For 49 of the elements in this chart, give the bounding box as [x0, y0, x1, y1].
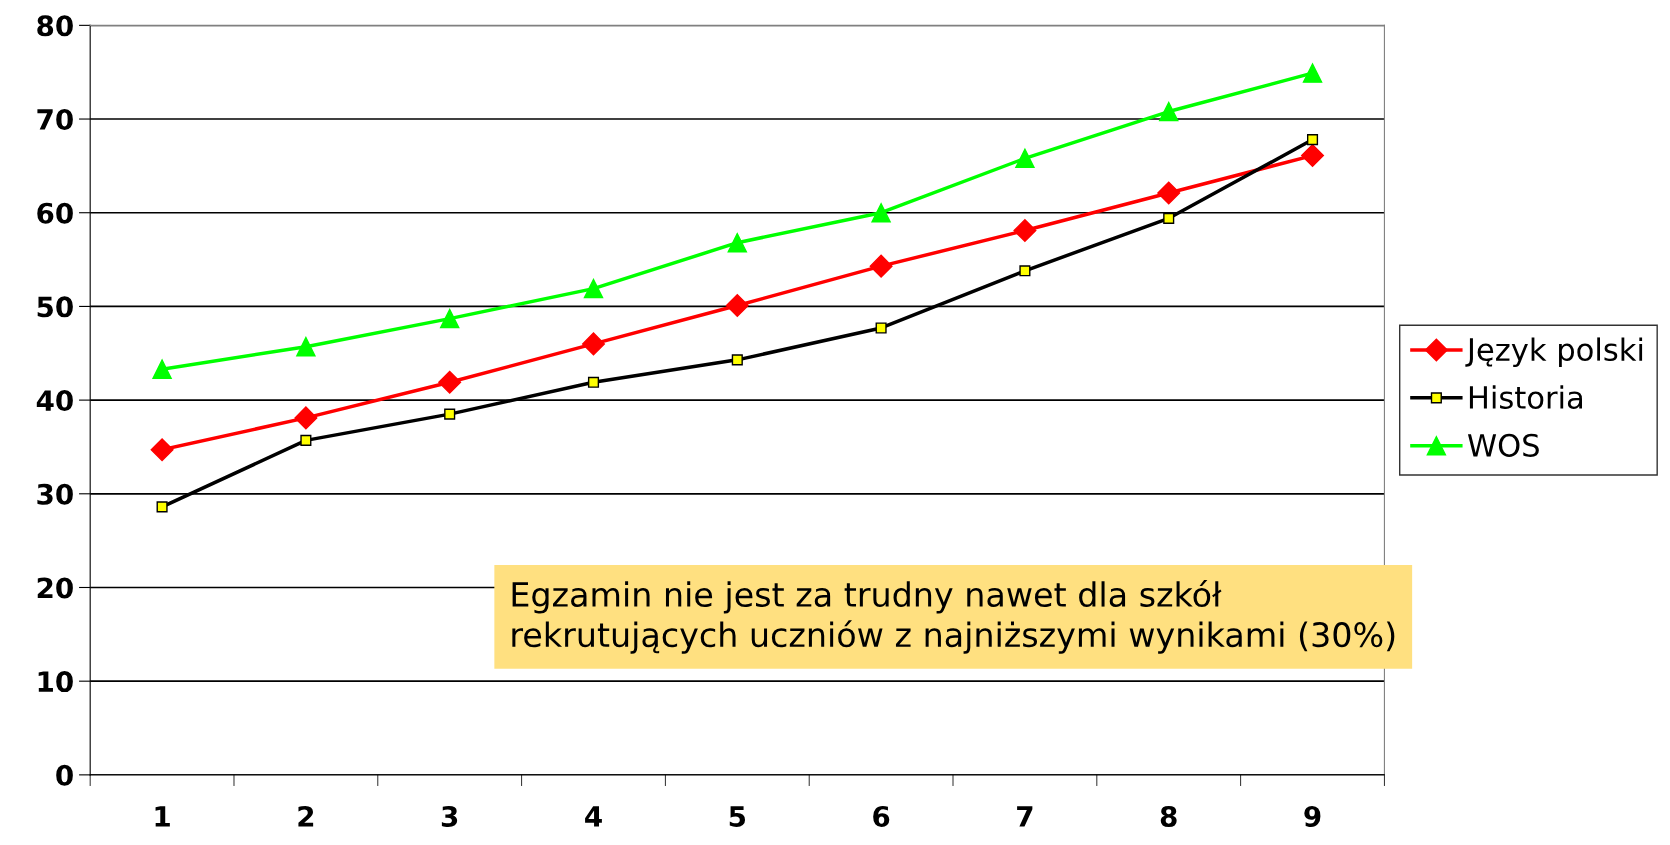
point — [727, 232, 748, 253]
y-tick-label: 60 — [37, 202, 73, 224]
y-tick-label: 80 — [37, 15, 73, 37]
point — [725, 293, 749, 317]
point — [439, 308, 460, 329]
legend-label: Język polski — [1465, 337, 1643, 367]
point — [438, 370, 462, 394]
x-tick-label: 8 — [1160, 805, 1177, 827]
y-tick-label: 10 — [38, 671, 73, 693]
point — [1013, 219, 1037, 243]
point — [582, 332, 605, 356]
point — [1157, 181, 1181, 205]
y-tick-label: 70 — [37, 108, 73, 130]
point — [1015, 148, 1035, 169]
y-tick-label: 20 — [37, 577, 73, 599]
x-tick-label: 5 — [729, 806, 746, 827]
point — [875, 322, 887, 334]
point — [1301, 144, 1325, 168]
y-tick-label: 40 — [36, 390, 73, 412]
point — [731, 354, 743, 366]
x-tick-label: 4 — [585, 806, 602, 827]
x-tick-label: 7 — [1017, 806, 1033, 827]
x-tick-label: 2 — [298, 805, 314, 827]
x-tick-label: 3 — [441, 805, 458, 827]
point — [1306, 134, 1319, 146]
point — [296, 336, 316, 357]
point — [1019, 265, 1031, 277]
point — [587, 376, 600, 388]
point — [300, 434, 312, 446]
point — [583, 278, 604, 299]
legend-label: Historia — [1469, 385, 1582, 409]
legend-label: WOS — [1467, 433, 1539, 457]
point — [294, 406, 318, 430]
x-tick-label: 9 — [1304, 805, 1321, 827]
point — [444, 408, 456, 420]
x-tick-label: 1 — [155, 806, 170, 827]
point — [871, 203, 891, 223]
annotation: Egzamin nie jest za trudny nawet dla szkół rekrutujących uczniów z najniższymi wynikami (30%) — [512, 579, 1395, 654]
point — [869, 254, 893, 278]
point — [150, 438, 174, 462]
y-tick-label: 50 — [37, 296, 73, 318]
point — [1163, 212, 1175, 224]
point — [1158, 101, 1179, 122]
y-tick-label: 0 — [56, 764, 73, 786]
y-tick-label: 30 — [37, 483, 73, 505]
x-tick-label: 6 — [873, 805, 890, 827]
point — [1302, 63, 1323, 83]
point — [156, 501, 168, 513]
point — [152, 359, 172, 379]
